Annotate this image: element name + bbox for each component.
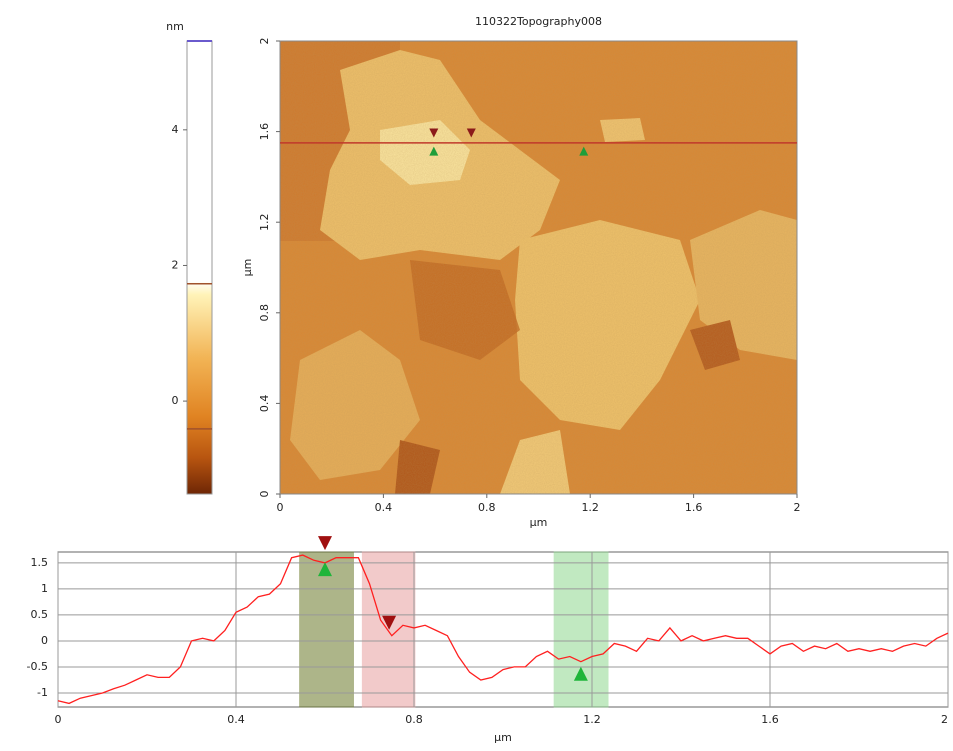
y-tick-label: 1.6 <box>258 123 271 141</box>
x-tick-label: 0 <box>55 713 62 726</box>
image-title: 110322Topography008 <box>475 15 602 28</box>
y-tick-label: 0 <box>258 491 271 498</box>
image-frame <box>279 40 798 495</box>
topography-image <box>280 41 797 494</box>
colorbar-tick-label: 0 <box>172 394 179 407</box>
colorbar-tick-label: 4 <box>172 123 179 136</box>
y-axis-label: µm <box>241 259 254 277</box>
x-tick-label: 0.4 <box>375 501 393 514</box>
y-tick-label: 1.2 <box>258 213 271 231</box>
x-tick-label: 0.8 <box>405 713 423 726</box>
colorbar-tick-label: 2 <box>172 258 179 271</box>
cursor <box>318 536 332 551</box>
x-tick-label: 0 <box>277 501 284 514</box>
cursor <box>466 128 476 138</box>
y-tick-label: 2 <box>258 38 271 45</box>
x-tick-label: 1.2 <box>581 501 599 514</box>
x-tick-label: 2 <box>794 501 801 514</box>
y-tick-label: 0.8 <box>258 304 271 322</box>
y-tick-label: -0.5 <box>27 660 48 673</box>
x-tick-label: 1.6 <box>685 501 703 514</box>
cursor <box>382 615 397 630</box>
y-tick-label: 0.5 <box>31 608 49 621</box>
x-tick-label: 1.2 <box>583 713 601 726</box>
selection-region <box>553 551 609 708</box>
selection-region <box>299 551 354 708</box>
y-tick-label: 0.4 <box>258 395 271 413</box>
cursor <box>429 146 439 156</box>
x-tick-label: 0.4 <box>227 713 245 726</box>
selection-region <box>361 551 416 708</box>
y-tick-label: 1 <box>41 582 48 595</box>
y-tick-label: -1 <box>37 686 48 699</box>
cursor <box>573 666 588 681</box>
x-tick-label: 0.8 <box>478 501 496 514</box>
y-tick-label: 1.5 <box>31 556 49 569</box>
y-tick-label: 0 <box>41 634 48 647</box>
colorbar-gradient <box>186 40 213 495</box>
x-axis-label: µm <box>530 516 548 529</box>
x-axis-label: µm <box>494 731 512 744</box>
x-tick-label: 1.6 <box>761 713 779 726</box>
profile-frame <box>57 551 949 708</box>
x-tick-label: 2 <box>941 713 948 726</box>
cursor <box>429 128 439 138</box>
cursor <box>318 562 332 577</box>
colorbar-label: nm <box>166 20 184 33</box>
cursor <box>579 146 589 156</box>
profile-curve <box>57 554 949 705</box>
